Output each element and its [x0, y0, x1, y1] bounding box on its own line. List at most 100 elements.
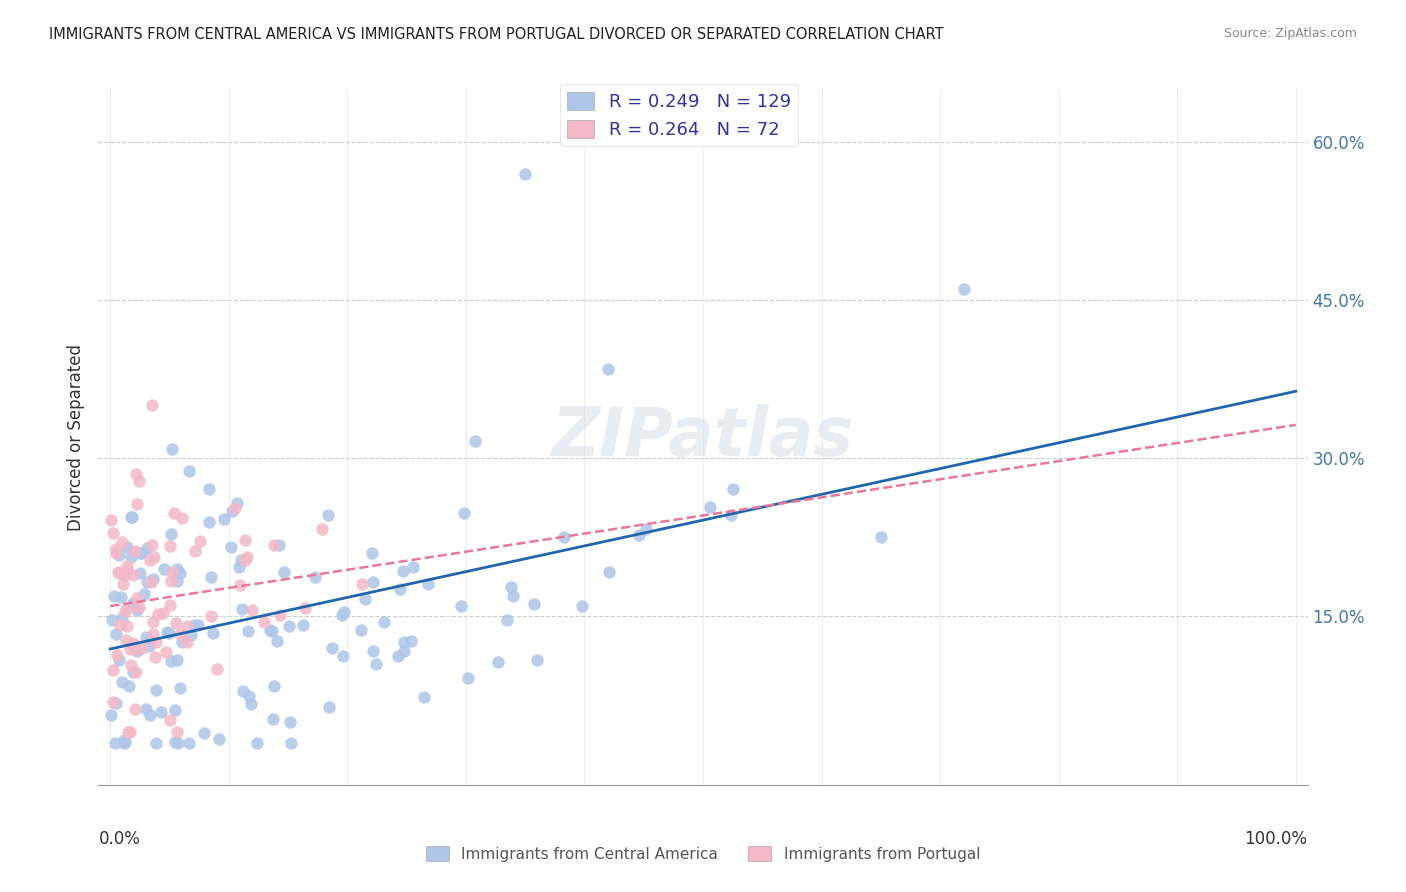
- Point: [553, 530, 575, 544]
- Point: [166, 725, 188, 739]
- Point: [112, 733, 135, 747]
- Point: [125, 467, 148, 481]
- Point: [598, 565, 620, 579]
- Point: [145, 682, 167, 697]
- Point: [361, 574, 384, 589]
- Point: [101, 664, 124, 678]
- Point: [399, 633, 422, 648]
- Point: [180, 628, 202, 642]
- Point: [273, 565, 295, 579]
- Point: [115, 633, 138, 648]
- Point: [246, 736, 269, 750]
- Point: [129, 566, 152, 580]
- Point: [198, 515, 221, 529]
- Point: [350, 623, 373, 637]
- Point: [952, 283, 974, 297]
- Point: [111, 611, 134, 625]
- Point: [152, 562, 174, 576]
- Point: [159, 539, 181, 553]
- Point: [269, 607, 291, 622]
- Point: [127, 644, 149, 658]
- Point: [139, 575, 162, 590]
- Point: [373, 615, 395, 629]
- Point: [103, 525, 125, 540]
- Point: [163, 703, 186, 717]
- Point: [224, 500, 246, 515]
- Point: [141, 538, 163, 552]
- Point: [142, 550, 165, 565]
- Point: [115, 600, 138, 615]
- Point: [145, 736, 167, 750]
- Point: [526, 653, 548, 667]
- Point: [292, 618, 315, 632]
- Point: [634, 522, 657, 536]
- Point: [122, 567, 145, 582]
- Point: [136, 574, 159, 589]
- Point: [117, 563, 139, 577]
- Point: [294, 600, 316, 615]
- Point: [115, 558, 138, 573]
- Point: [104, 696, 127, 710]
- Point: [212, 512, 235, 526]
- Point: [169, 627, 191, 641]
- Point: [105, 542, 128, 557]
- Point: [114, 604, 136, 618]
- Y-axis label: Divorced or Separated: Divorced or Separated: [66, 343, 84, 531]
- Point: [125, 602, 148, 616]
- Point: [142, 615, 165, 630]
- Legend: Immigrants from Central America, Immigrants from Portugal: Immigrants from Central America, Immigra…: [420, 839, 986, 868]
- Point: [121, 510, 143, 524]
- Point: [111, 535, 134, 549]
- Point: [138, 639, 160, 653]
- Point: [464, 434, 486, 449]
- Point: [105, 627, 128, 641]
- Text: ZIPatlas: ZIPatlas: [553, 404, 853, 470]
- Point: [231, 602, 253, 616]
- Point: [120, 724, 142, 739]
- Point: [139, 708, 162, 723]
- Point: [628, 527, 651, 541]
- Point: [111, 675, 134, 690]
- Point: [221, 504, 243, 518]
- Point: [278, 714, 301, 729]
- Point: [100, 707, 122, 722]
- Point: [107, 566, 129, 580]
- Point: [101, 695, 124, 709]
- Point: [229, 553, 252, 567]
- Point: [124, 543, 146, 558]
- Point: [115, 540, 138, 554]
- Point: [221, 540, 243, 554]
- Point: [165, 615, 187, 630]
- Point: [502, 589, 524, 603]
- Point: [184, 543, 207, 558]
- Point: [332, 649, 354, 664]
- Point: [387, 649, 409, 664]
- Point: [193, 726, 215, 740]
- Point: [111, 577, 134, 591]
- Point: [870, 530, 893, 544]
- Point: [350, 577, 373, 591]
- Point: [720, 508, 742, 522]
- Point: [232, 684, 254, 698]
- Point: [155, 645, 177, 659]
- Point: [142, 627, 165, 641]
- Point: [262, 624, 284, 638]
- Point: [152, 606, 174, 620]
- Point: [166, 562, 188, 576]
- Point: [169, 566, 191, 580]
- Point: [402, 560, 425, 574]
- Point: [155, 625, 177, 640]
- Point: [263, 538, 285, 552]
- Point: [228, 578, 250, 592]
- Point: [160, 566, 183, 580]
- Point: [107, 548, 129, 562]
- Point: [486, 655, 509, 669]
- Point: [263, 679, 285, 693]
- Point: [699, 500, 721, 515]
- Point: [239, 697, 262, 711]
- Point: [128, 475, 150, 489]
- Point: [135, 702, 157, 716]
- Point: [141, 399, 163, 413]
- Point: [122, 636, 145, 650]
- Point: [177, 736, 200, 750]
